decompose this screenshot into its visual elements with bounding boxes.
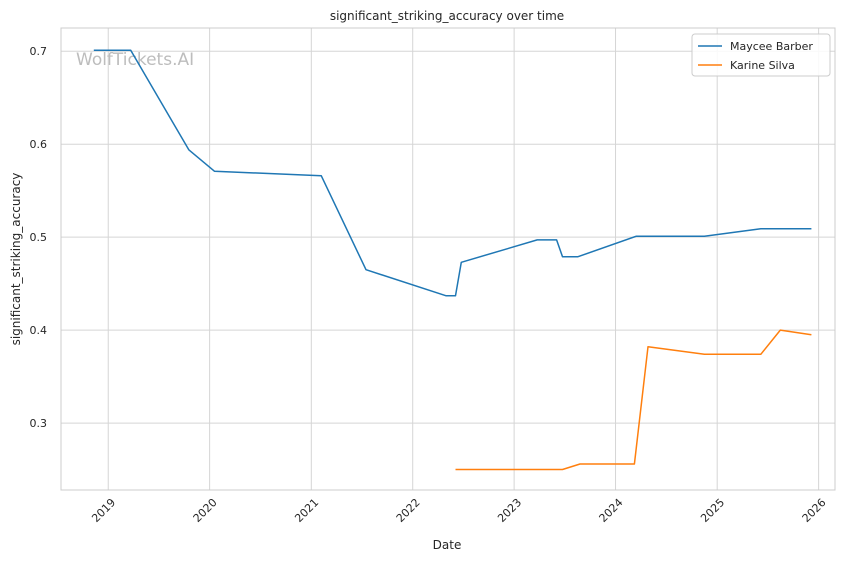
x-tick-label: 2026 (800, 496, 829, 525)
legend-label: Maycee Barber (730, 40, 813, 53)
y-tick-label: 0.7 (30, 45, 48, 58)
y-tick-label: 0.4 (30, 324, 48, 337)
legend-box (691, 33, 831, 77)
series-lines (93, 49, 812, 471)
legend-label: Karine Silva (730, 59, 795, 72)
x-axis-label: Date (433, 538, 462, 552)
x-tick-label: 2024 (597, 496, 626, 525)
x-tick-label: 2025 (698, 496, 727, 525)
x-tick-label: 2023 (495, 496, 524, 525)
chart-title: significant_striking_accuracy over time (330, 9, 564, 23)
legend: Maycee Barber Karine Silva (691, 33, 831, 77)
x-tick-labels: 2019 2020 2021 2022 2023 2024 2025 2026 (89, 496, 828, 525)
y-axis-label: significant_striking_accuracy (9, 173, 23, 346)
y-tick-labels: 0.3 0.4 0.5 0.6 0.7 (30, 45, 48, 430)
watermark: WolfTickets.AI (76, 50, 194, 70)
x-tick-label: 2020 (191, 496, 220, 525)
grid (61, 28, 835, 490)
series-line-0 (93, 49, 812, 297)
x-tick-label: 2019 (89, 496, 118, 525)
y-tick-label: 0.3 (30, 417, 48, 430)
x-tick-label: 2022 (394, 496, 423, 525)
y-tick-label: 0.5 (30, 231, 48, 244)
series-line-1 (455, 329, 812, 471)
plot-frame (60, 27, 836, 491)
x-tick-label: 2021 (292, 496, 321, 525)
y-tick-label: 0.6 (30, 138, 48, 151)
